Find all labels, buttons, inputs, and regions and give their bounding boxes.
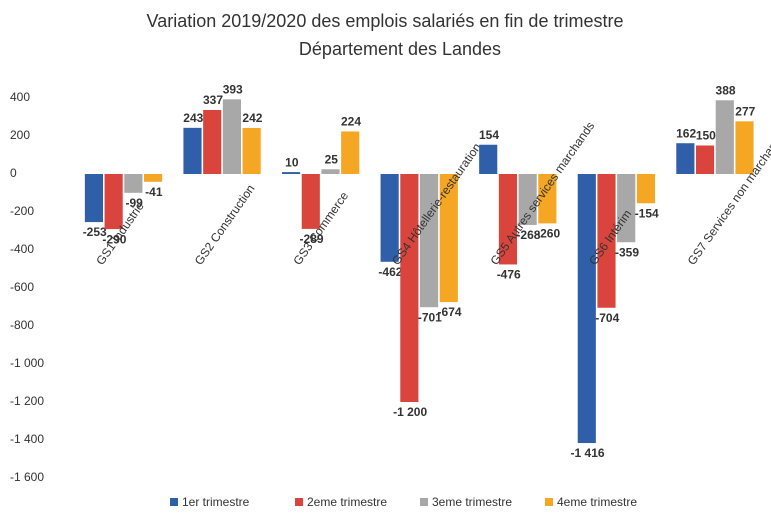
- value-label: -704: [595, 311, 619, 325]
- bar: [479, 144, 498, 174]
- y-tick-label: -600: [10, 280, 34, 294]
- legend-label: 4eme trimestre: [557, 495, 637, 509]
- y-tick-label: -1 000: [10, 356, 44, 370]
- value-label: -41: [145, 185, 163, 199]
- y-tick-label: 400: [10, 90, 30, 104]
- bar: [242, 128, 261, 174]
- bar: [439, 174, 458, 303]
- bar: [282, 172, 301, 174]
- bar: [104, 174, 123, 230]
- bar: [735, 121, 754, 174]
- bar: [577, 174, 596, 444]
- value-label: -99: [125, 196, 143, 210]
- bar: [715, 100, 734, 174]
- bar: [380, 174, 399, 262]
- value-label: -674: [438, 305, 462, 319]
- value-label: -154: [635, 206, 659, 220]
- y-tick-label: 200: [10, 128, 30, 142]
- y-tick-label: -1 400: [10, 432, 44, 446]
- bar: [597, 174, 616, 308]
- legend-label: 2eme trimestre: [307, 495, 387, 509]
- bar: [538, 174, 557, 224]
- legend-label: 3eme trimestre: [432, 495, 512, 509]
- value-label: -701: [418, 310, 442, 324]
- x-tick-label: GS2 Construction: [192, 182, 258, 268]
- value-label: 162: [676, 126, 696, 140]
- value-label: -253: [83, 225, 107, 239]
- bar: [676, 143, 695, 174]
- value-label: 154: [479, 128, 499, 142]
- value-label: 25: [325, 152, 339, 166]
- bar: [301, 174, 320, 229]
- value-label: -289: [300, 232, 324, 246]
- bar: [144, 174, 163, 182]
- bar: [617, 174, 636, 243]
- x-tick-label: GS3 Commerce: [290, 189, 351, 268]
- value-label: 242: [242, 111, 262, 125]
- bar: [498, 174, 517, 265]
- bar: [518, 174, 537, 225]
- y-tick-label: 0: [10, 166, 17, 180]
- value-label: 337: [203, 93, 223, 107]
- value-label: 243: [183, 111, 203, 125]
- legend-swatch: [170, 498, 178, 506]
- bar: [636, 174, 655, 204]
- y-tick-label: -400: [10, 242, 34, 256]
- y-tick-label: -800: [10, 318, 34, 332]
- value-label: -290: [102, 232, 126, 246]
- value-label: -462: [378, 265, 402, 279]
- bar: [124, 174, 143, 193]
- y-tick-label: -200: [10, 204, 34, 218]
- value-label: 277: [735, 105, 755, 119]
- chart-title: Variation 2019/2020 des emplois salariés…: [147, 11, 624, 31]
- value-label: -1 200: [393, 405, 427, 419]
- y-tick-label: -1 200: [10, 394, 44, 408]
- value-label: 393: [223, 83, 243, 97]
- bar: [400, 174, 419, 402]
- value-label: 10: [285, 155, 299, 169]
- value-label: -1 416: [571, 446, 605, 460]
- y-tick-label: -1 600: [10, 470, 44, 484]
- legend-swatch: [545, 498, 553, 506]
- value-label: -359: [615, 245, 639, 259]
- bar: [84, 174, 103, 223]
- value-label: -476: [497, 268, 521, 282]
- bar: [203, 109, 222, 174]
- value-label: 150: [696, 129, 716, 143]
- legend-swatch: [420, 498, 428, 506]
- bar: [183, 127, 202, 174]
- value-label: 224: [341, 115, 361, 129]
- bar: [321, 169, 340, 174]
- chart-subtitle: Département des Landes: [299, 39, 501, 59]
- value-label: -260: [536, 227, 560, 241]
- bar: [222, 99, 241, 174]
- bar: [420, 174, 439, 308]
- value-label: -268: [516, 228, 540, 242]
- legend-swatch: [295, 498, 303, 506]
- bar: [696, 145, 715, 174]
- legend-label: 1er trimestre: [182, 495, 250, 509]
- bar: [341, 131, 360, 174]
- value-label: 388: [716, 83, 736, 97]
